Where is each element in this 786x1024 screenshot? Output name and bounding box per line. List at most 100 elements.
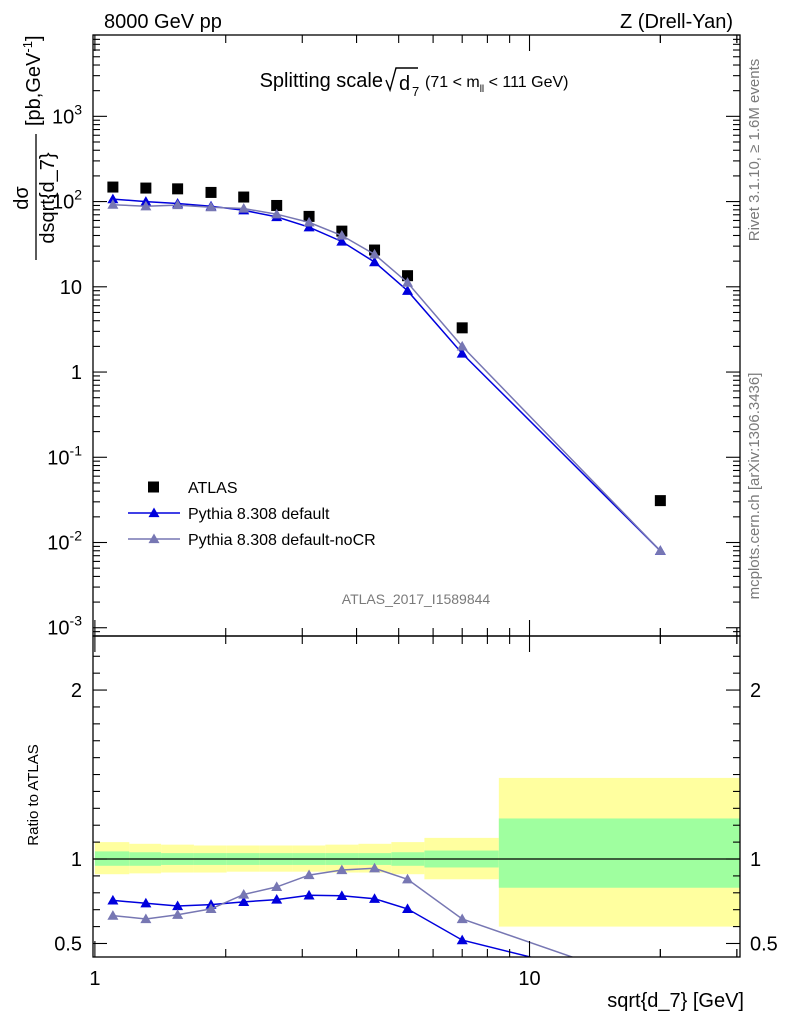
ratio-point — [107, 910, 119, 920]
ratio-point — [238, 888, 250, 899]
series-point — [336, 229, 348, 240]
series-point — [369, 256, 381, 267]
series-point — [402, 285, 414, 295]
y-tick-label: 10-2 — [47, 528, 82, 555]
atlas-point — [107, 181, 119, 193]
ylabel-ratio: Ratio to ATLAS — [25, 744, 42, 845]
ratio-point — [140, 913, 152, 924]
ratio-series — [107, 862, 575, 957]
atlas-point — [140, 182, 152, 194]
y-tick-label: 102 — [52, 187, 82, 214]
ratio-y-tick-label: 0.5 — [54, 933, 82, 955]
legend-label: Pythia 8.308 default-noCR — [188, 532, 376, 549]
series-point — [336, 236, 348, 246]
atlas-point — [303, 210, 315, 222]
ratio-point — [336, 890, 348, 900]
atlas-point — [654, 495, 666, 507]
series-line — [112, 198, 661, 552]
ratio-y-tick-label-right: 2 — [750, 680, 761, 702]
y-tick-label: 10-3 — [47, 613, 82, 640]
legend-marker-triangle — [148, 507, 160, 518]
atlas-point — [271, 199, 283, 211]
legend-marker-square — [148, 481, 159, 493]
y-tick-label: 10 — [60, 277, 82, 299]
atlas-point — [205, 186, 217, 198]
series-point — [140, 200, 152, 211]
ratio-point — [456, 934, 468, 945]
series-point — [205, 201, 217, 212]
ratio-point — [369, 862, 381, 873]
title-var-sub: 7 — [412, 84, 419, 99]
series-point — [303, 221, 315, 232]
ratio-point — [271, 894, 283, 904]
ratio-line — [112, 894, 534, 957]
legend: ATLAS Pythia 8.308 default Pythia 8.308 de… — [128, 480, 376, 549]
ratio-frame — [92, 635, 741, 958]
series-point — [107, 193, 119, 204]
x-tick-label: 10 — [518, 968, 540, 990]
xlabel: sqrt{d_7} [GeV] — [607, 990, 744, 1012]
x-tick-label: 1 — [89, 968, 100, 990]
ylabel-num: dσ — [11, 186, 33, 210]
ratio-point — [238, 896, 250, 907]
ratio-y-tick-label-right: 1 — [750, 849, 761, 871]
series-point — [402, 277, 414, 287]
series-point — [238, 202, 250, 213]
ratio-uncertainty-bands — [94, 777, 740, 927]
series-point — [456, 347, 468, 358]
header-right: Z (Drell-Yan) — [620, 11, 733, 33]
ratio-point — [369, 893, 381, 903]
axes: 1 10 10-3 10-2 10-1 1 10 102 103 0.5 0.5 1 1 2 2 — [47, 34, 778, 990]
ratio-line — [112, 867, 575, 957]
legend-label: Pythia 8.308 default — [188, 506, 330, 523]
ratio-point — [172, 909, 184, 919]
ylabel-units: [pb,GeV-1] — [20, 35, 45, 126]
series-point — [107, 199, 119, 209]
ratio-point — [402, 903, 414, 913]
ratio-point — [107, 894, 119, 905]
ratio-point — [456, 913, 468, 924]
series-point — [172, 199, 184, 210]
ratio-point — [271, 881, 283, 892]
ratio-point — [303, 869, 315, 880]
series-line — [112, 203, 661, 552]
plot-title: Splitting scale d 7 (71 < mll < 111 GeV) — [260, 67, 568, 99]
ratio-point — [402, 873, 414, 884]
atlas-point — [172, 183, 184, 195]
y-tick-label: 1 — [71, 362, 82, 384]
legend-marker-triangle — [148, 533, 160, 544]
ratio-point — [205, 903, 217, 913]
rivet-label: Rivet 3.1.10, ≥ 1.6M events — [746, 59, 763, 242]
title-main: Splitting scale — [260, 70, 383, 92]
y-tick-label: 103 — [52, 101, 82, 128]
atlas-point — [238, 191, 250, 203]
ratio-point — [140, 897, 152, 908]
ratio-y-tick-label: 1 — [71, 849, 82, 871]
legend-label: ATLAS — [188, 480, 238, 497]
ratio-point — [303, 889, 315, 900]
title-var: d — [399, 73, 410, 95]
main-series — [107, 181, 666, 555]
ylabel-den: dsqrt{d_7} — [37, 152, 59, 244]
ylabel-main: dσ dsqrt{d_7} [pb,GeV-1] — [11, 35, 59, 260]
atlas-point — [456, 322, 468, 334]
atlas-point — [402, 270, 414, 282]
series-point — [456, 340, 468, 351]
header-left: 8000 GeV pp — [104, 11, 222, 33]
ratio-point — [336, 864, 348, 875]
ratio-y-tick-label: 2 — [71, 680, 82, 702]
analysis-label: ATLAS_2017_I1589844 — [342, 591, 491, 607]
ratio-y-tick-label-right: 0.5 — [750, 933, 778, 955]
title-cut: (71 < mll < 111 GeV) — [425, 74, 568, 95]
band-inner — [498, 818, 740, 888]
series-point — [271, 208, 283, 219]
y-tick-label: 10-1 — [47, 442, 82, 469]
series-point — [303, 216, 315, 227]
mcplots-label: mcplots.cern.ch [arXiv:1306.3436] — [746, 373, 763, 600]
sqrt-symbol — [385, 67, 418, 93]
ratio-point — [172, 900, 184, 911]
series-point — [654, 545, 666, 555]
series-point — [369, 248, 381, 259]
